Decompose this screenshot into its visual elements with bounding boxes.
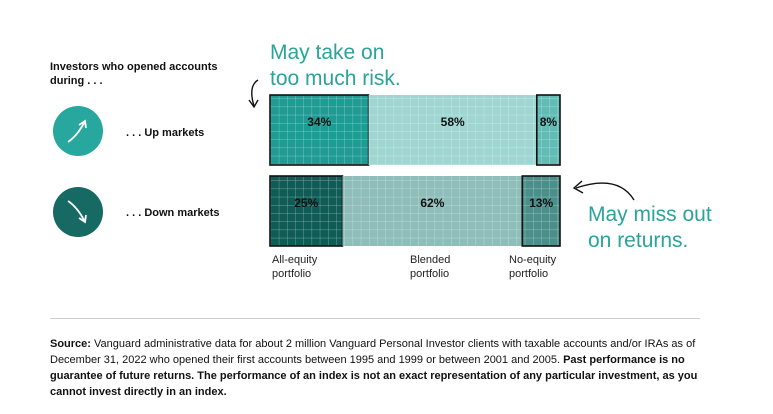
row-label-down-markets: . . . Down markets bbox=[126, 207, 220, 219]
callout-arrow-bottom-icon bbox=[572, 180, 635, 201]
category-label-all-equity-line-2: portfolio bbox=[272, 268, 312, 280]
category-label-blended: Blended portfolio bbox=[410, 253, 450, 281]
callout-top-line-2: too much risk. bbox=[270, 67, 401, 90]
category-label-all-equity: All-equity portfolio bbox=[272, 253, 317, 281]
bar-label-down-all-equity: 25% bbox=[294, 196, 318, 210]
row-label-up-markets: . . . Up markets bbox=[126, 127, 205, 139]
source-note: Source: Vanguard administrative data for… bbox=[50, 336, 712, 400]
bar-label-up-all-equity: 34% bbox=[307, 115, 331, 129]
callout-miss-out-returns: May miss out on returns. bbox=[588, 202, 712, 254]
down-trend-icon bbox=[53, 187, 103, 237]
bar-down-all-equity-grid bbox=[270, 176, 343, 246]
bar-down-no-equity-outline bbox=[521, 175, 561, 247]
bar-label-up-blended: 58% bbox=[441, 115, 465, 129]
category-label-blended-line-2: portfolio bbox=[410, 268, 450, 280]
category-label-all-equity-line-1: All-equity bbox=[272, 254, 318, 266]
source-disclaimer: Past performance is no guarantee of futu… bbox=[50, 354, 698, 398]
callout-too-much-risk: May take on too much risk. bbox=[270, 40, 401, 92]
bar-up-no-equity-outline bbox=[535, 94, 561, 166]
source-label: Source: bbox=[50, 338, 91, 350]
stacked-bar-chart: 34% 58% 8% 25% 62% 13% bbox=[269, 94, 561, 247]
callout-top-line-1: May take on bbox=[270, 41, 385, 64]
category-label-no-equity-line-1: No-equity bbox=[509, 254, 557, 266]
category-label-blended-line-1: Blended bbox=[410, 254, 451, 266]
bar-up-all-equity-grid bbox=[270, 95, 369, 165]
callout-arrow-top-icon bbox=[248, 79, 259, 109]
category-label-no-equity: No-equity portfolio bbox=[509, 253, 556, 281]
bar-down-blended-grid bbox=[342, 176, 523, 246]
legend-heading: Investors who opened accounts during . .… bbox=[50, 61, 218, 87]
up-trend-icon bbox=[53, 106, 103, 156]
category-label-no-equity-line-2: portfolio bbox=[509, 268, 549, 280]
bar-label-down-no-equity: 13% bbox=[529, 196, 553, 210]
bar-label-down-blended: 62% bbox=[420, 196, 444, 210]
bar-label-up-no-equity: 8% bbox=[540, 115, 558, 129]
callout-bottom-line-1: May miss out bbox=[588, 203, 712, 226]
divider bbox=[50, 318, 700, 319]
bar-up-no-equity-grid bbox=[536, 95, 560, 165]
callout-bottom-line-2: on returns. bbox=[588, 229, 689, 252]
source-text: Vanguard administrative data for about 2… bbox=[50, 338, 696, 366]
bar-up-blended-grid bbox=[368, 95, 537, 165]
bar-down-no-equity-grid bbox=[522, 176, 560, 246]
